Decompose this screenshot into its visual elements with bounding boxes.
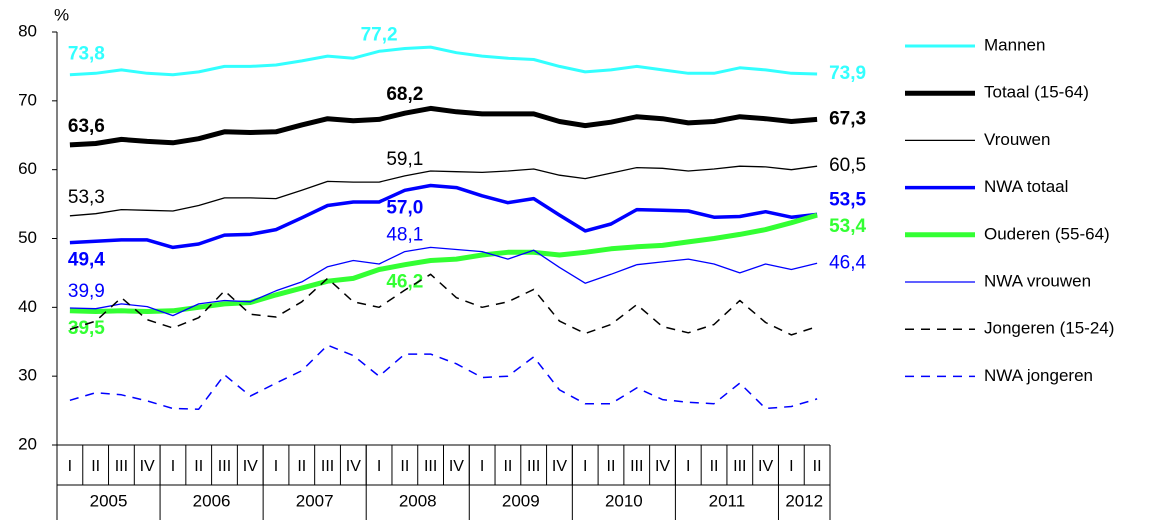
x-tick-label: III [321,458,334,475]
series-line [69,212,818,314]
y-unit: % [54,5,69,24]
x-tick-label: I [171,458,175,475]
x-tick-label: III [115,458,128,475]
x-tick-label: II [813,458,822,475]
group-label: 2010 [605,491,643,510]
x-tick-label: III [527,458,540,475]
value-label: 53,3 [68,187,105,208]
legend-label: Totaal (15-64) [984,83,1089,102]
value-label: 53,5 [829,189,866,210]
series-line [69,165,818,217]
y-tick-label: 40 [18,297,37,316]
value-label: 53,4 [829,216,866,237]
group-label: 2008 [399,491,437,510]
x-tick-label: I [68,458,72,475]
x-tick-label: IV [346,458,361,475]
group-label: 2006 [193,491,231,510]
x-tick-label: IV [243,458,258,475]
x-tick-label: II [194,458,203,475]
value-label: 77,2 [361,24,398,45]
series-line [69,246,818,317]
legend-label: NWA jongeren [984,366,1093,385]
x-tick-label: II [710,458,719,475]
series-line [69,183,818,250]
x-tick-label: I [686,458,690,475]
value-label: 73,9 [829,63,866,84]
value-label: 59,1 [386,149,423,170]
x-tick-label: I [583,458,587,475]
value-label: 48,1 [386,225,423,246]
x-tick-label: II [503,458,512,475]
group-label: 2012 [785,491,823,510]
value-label: 39,5 [68,318,105,339]
series-line [69,45,818,77]
x-tick-label: IV [655,458,670,475]
value-label: 63,6 [68,116,105,137]
legend-label: Vrouwen [984,130,1050,149]
x-tick-label: I [789,458,793,475]
legend-label: Jongeren (15-24) [984,319,1114,338]
legend-label: NWA vrouwen [984,271,1091,290]
legend-label: Ouderen (55-64) [984,224,1110,243]
y-tick-label: 20 [18,434,37,453]
x-tick-label: III [424,458,437,475]
x-tick-label: IV [449,458,464,475]
x-tick-label: IV [140,458,155,475]
x-tick-label: I [274,458,278,475]
value-label: 73,8 [68,44,105,65]
value-label: 46,2 [386,272,423,293]
series-line [69,273,818,336]
x-tick-label: IV [758,458,773,475]
value-label: 57,0 [386,197,423,218]
x-tick-label: IV [552,458,567,475]
x-tick-label: II [297,458,306,475]
y-tick-label: 60 [18,159,37,178]
group-label: 2007 [296,491,334,510]
x-tick-label: III [218,458,231,475]
x-tick-label: II [91,458,100,475]
x-tick-label: III [630,458,643,475]
legend-label: NWA totaal [984,177,1068,196]
series-line [69,344,818,410]
series-line [69,105,818,148]
value-label: 46,4 [829,252,866,273]
value-label: 39,9 [68,281,105,302]
y-tick-label: 80 [18,21,37,40]
value-label: 68,2 [386,84,423,105]
group-label: 2005 [90,491,128,510]
y-tick-label: 50 [18,228,37,247]
x-tick-label: I [377,458,381,475]
value-label: 67,3 [829,108,866,129]
group-label: 2011 [709,491,746,510]
y-tick-label: 30 [18,366,37,385]
x-tick-label: I [480,458,484,475]
legend-label: Mannen [984,35,1045,54]
x-tick-label: II [607,458,616,475]
value-label: 49,4 [68,250,105,271]
y-tick-label: 70 [18,90,37,109]
x-tick-label: III [733,458,746,475]
value-label: 60,5 [829,155,866,176]
x-tick-label: II [400,458,409,475]
group-label: 2009 [502,491,540,510]
